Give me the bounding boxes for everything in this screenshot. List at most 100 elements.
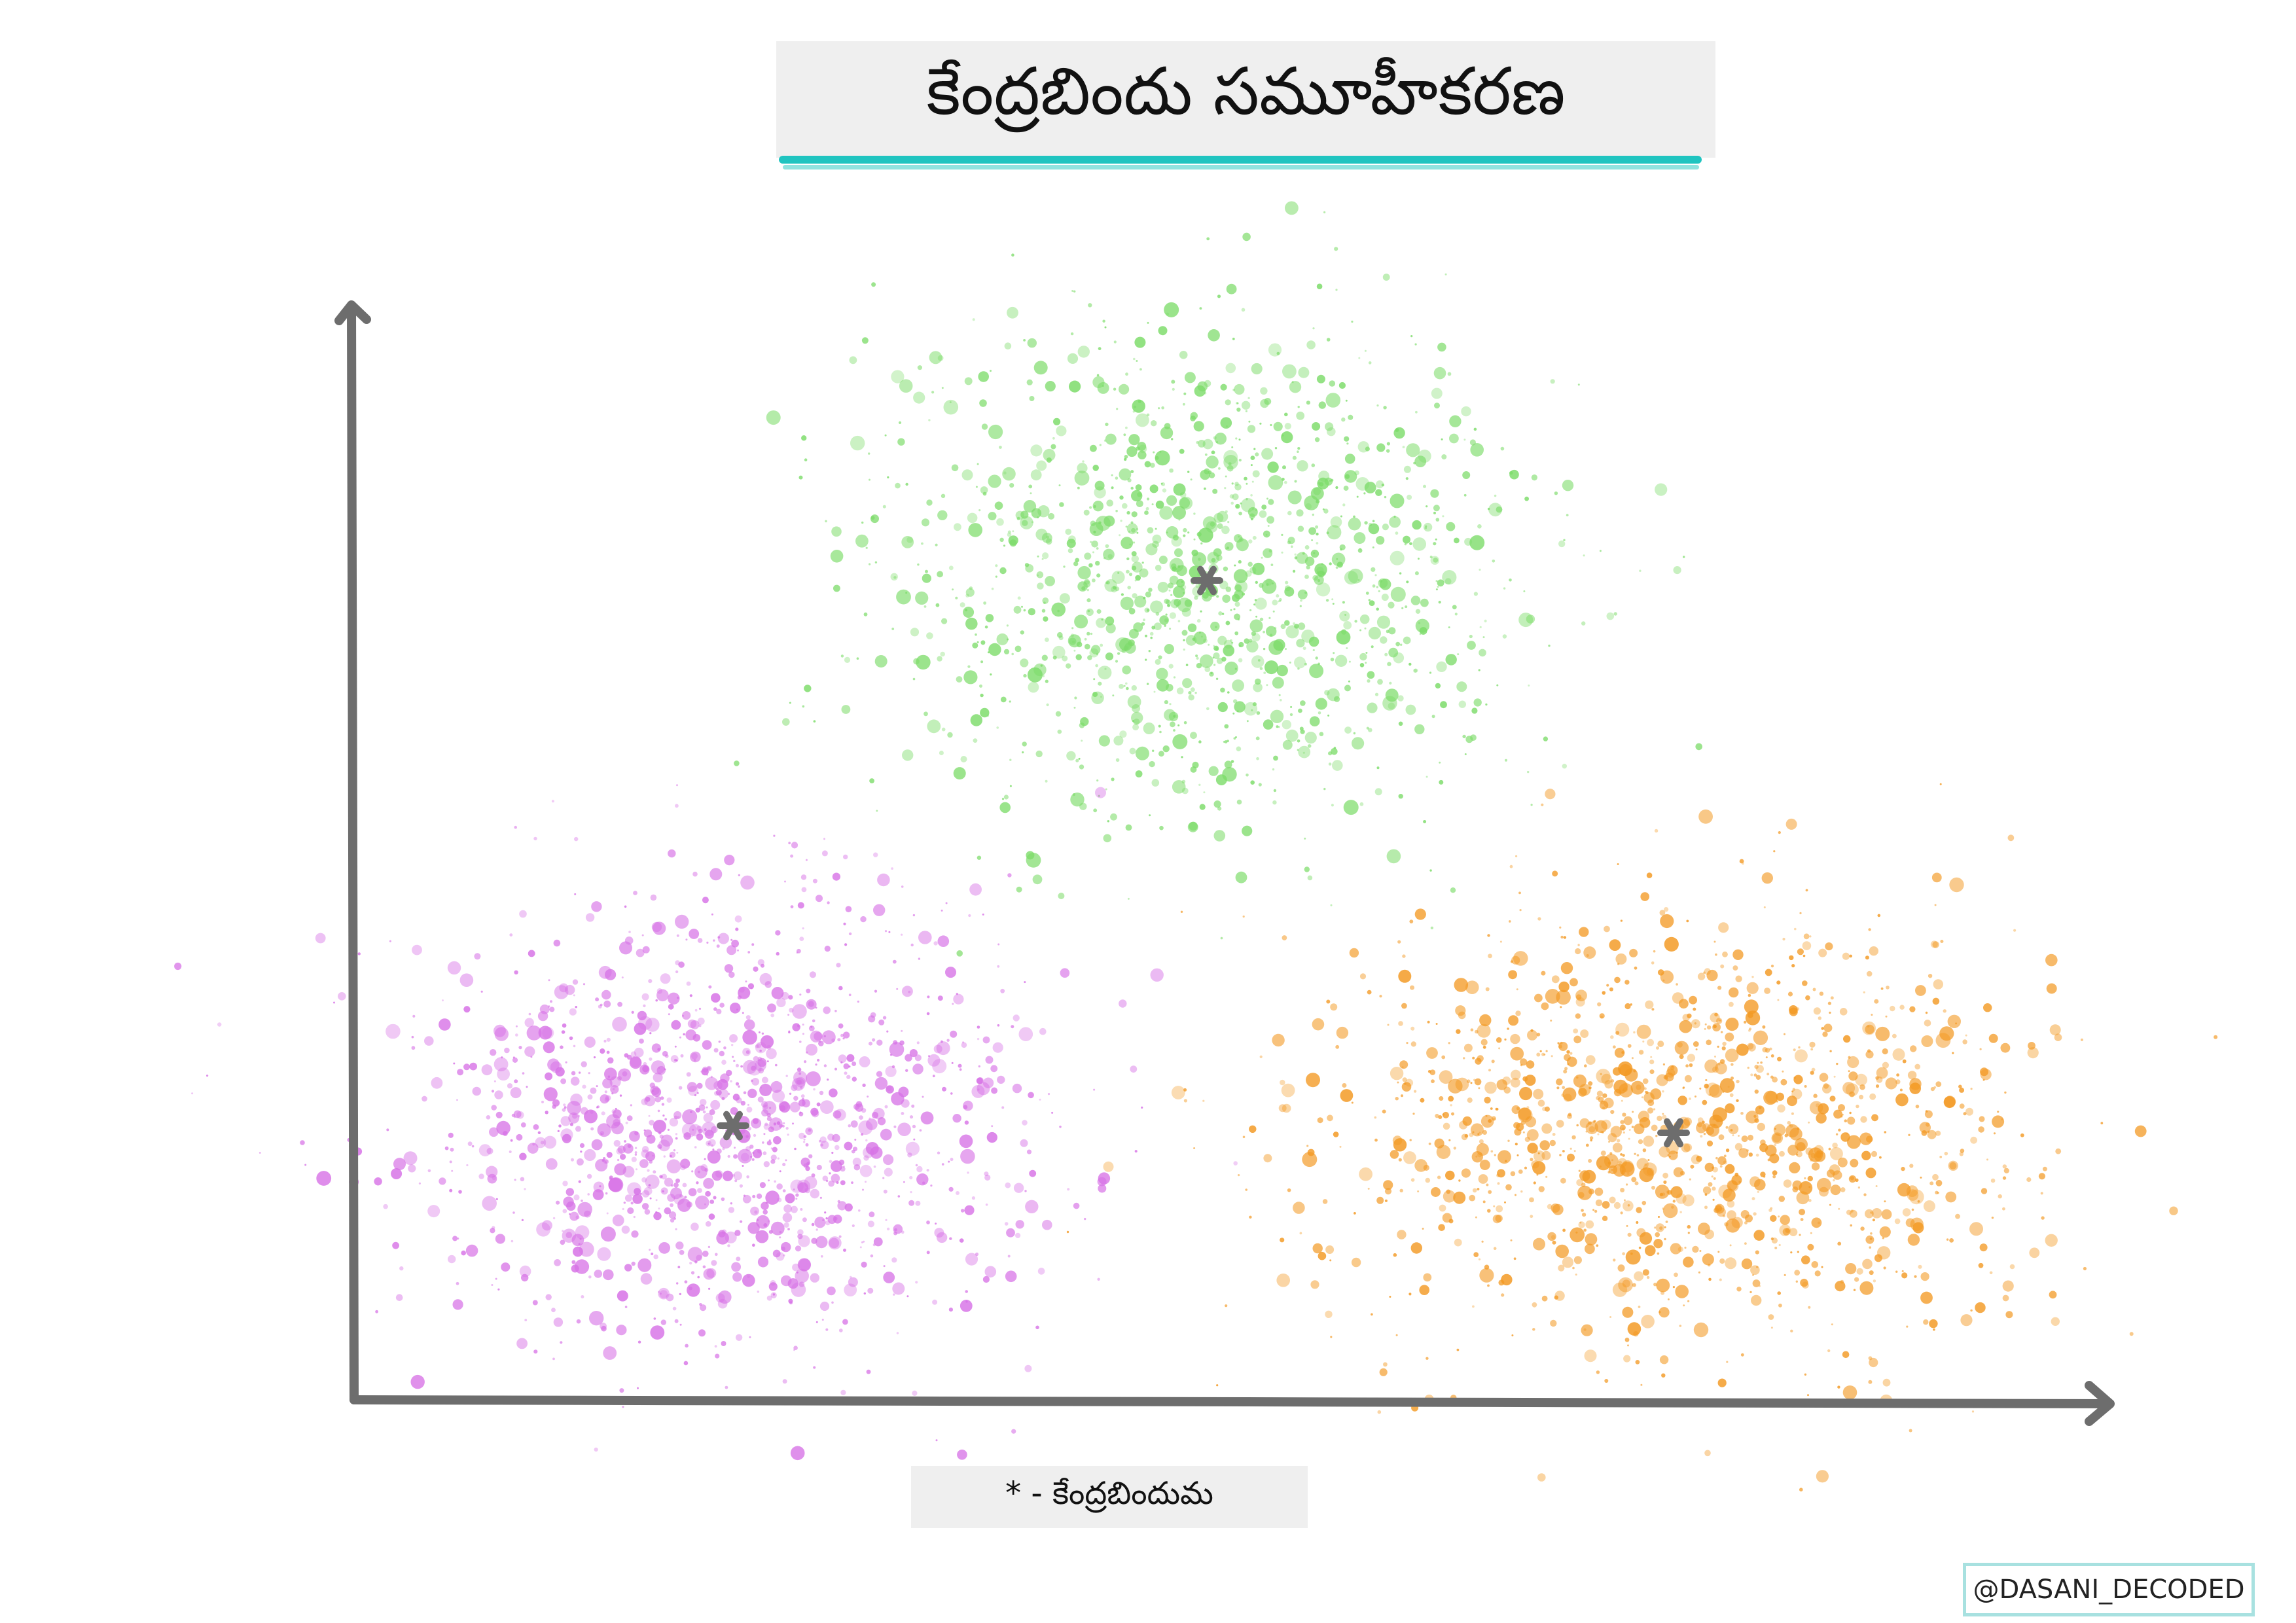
- point: [823, 1035, 827, 1038]
- point: [1130, 1065, 1138, 1073]
- point: [450, 1147, 454, 1152]
- point: [1602, 1106, 1605, 1109]
- point: [1120, 520, 1122, 522]
- point: [1663, 1180, 1667, 1184]
- point: [1556, 1086, 1560, 1090]
- point: [1679, 1054, 1684, 1060]
- point: [1229, 494, 1234, 499]
- point: [1619, 1124, 1626, 1131]
- point: [1515, 855, 1518, 857]
- point: [1653, 1283, 1657, 1287]
- point: [774, 1180, 776, 1183]
- point: [1285, 201, 1299, 215]
- point: [797, 1234, 803, 1240]
- point: [1128, 628, 1139, 639]
- point: [971, 1196, 975, 1200]
- point: [1636, 1221, 1639, 1224]
- point: [1499, 940, 1502, 943]
- point: [1727, 1086, 1730, 1088]
- point: [1376, 766, 1380, 770]
- point: [852, 1061, 857, 1066]
- point: [1816, 1470, 1829, 1483]
- point: [935, 543, 938, 546]
- point: [1706, 1039, 1712, 1046]
- point: [1148, 650, 1151, 652]
- point: [1250, 494, 1253, 497]
- point: [732, 1094, 740, 1101]
- point: [682, 1011, 691, 1020]
- point: [1206, 707, 1210, 711]
- point: [501, 1262, 511, 1272]
- point: [1747, 1066, 1749, 1069]
- point: [606, 1114, 621, 1129]
- point: [1242, 592, 1246, 596]
- point: [1494, 494, 1497, 497]
- point: [1123, 433, 1126, 437]
- point: [888, 931, 891, 933]
- point: [1528, 685, 1530, 687]
- point: [1342, 601, 1345, 604]
- point: [1047, 1093, 1050, 1096]
- point: [467, 1141, 473, 1147]
- point: [1304, 556, 1315, 566]
- point: [612, 1088, 615, 1091]
- point: [1986, 1158, 1988, 1161]
- point: [599, 1185, 601, 1188]
- point: [528, 1012, 531, 1016]
- point: [1609, 1152, 1613, 1155]
- point: [1336, 558, 1338, 560]
- point: [1403, 636, 1411, 645]
- point: [1464, 537, 1473, 546]
- point: [736, 1097, 742, 1103]
- point: [1562, 1150, 1565, 1152]
- point: [1702, 1186, 1712, 1195]
- point: [1427, 1070, 1431, 1073]
- point: [1148, 588, 1153, 592]
- point: [813, 720, 816, 722]
- point: [683, 1033, 685, 1036]
- point: [1135, 575, 1141, 581]
- point: [1774, 1246, 1778, 1249]
- point: [642, 946, 650, 954]
- point: [1534, 993, 1543, 1003]
- point: [1359, 663, 1365, 668]
- point: [953, 993, 964, 1005]
- point: [1971, 1410, 1975, 1413]
- point: [1289, 381, 1302, 393]
- point: [1899, 1088, 1903, 1092]
- point: [1259, 422, 1262, 425]
- point: [601, 990, 611, 1000]
- point: [1334, 247, 1338, 251]
- point: [1266, 583, 1269, 586]
- point: [1773, 850, 1776, 853]
- point: [1433, 511, 1436, 514]
- point: [1182, 678, 1193, 688]
- point: [1505, 758, 1507, 762]
- point: [734, 915, 742, 923]
- point: [782, 1213, 793, 1222]
- point: [1949, 1162, 1957, 1169]
- point: [1045, 637, 1049, 642]
- point: [605, 969, 617, 980]
- point: [605, 1095, 611, 1101]
- point: [1537, 1473, 1546, 1482]
- point: [1315, 656, 1318, 660]
- point: [1003, 649, 1010, 654]
- point: [1454, 537, 1460, 544]
- point: [577, 1202, 592, 1217]
- point: [2045, 954, 2058, 967]
- point: [1255, 736, 1260, 741]
- point: [804, 458, 808, 461]
- point: [684, 1280, 688, 1284]
- point: [1704, 1023, 1707, 1026]
- point: [1200, 610, 1202, 613]
- point: [650, 894, 657, 901]
- point: [831, 1301, 834, 1304]
- point: [1990, 1178, 1996, 1183]
- point: [1471, 707, 1478, 714]
- point: [1498, 1047, 1501, 1050]
- point: [1172, 734, 1188, 749]
- point: [931, 391, 935, 394]
- point: [771, 987, 784, 999]
- point: [1782, 1070, 1784, 1073]
